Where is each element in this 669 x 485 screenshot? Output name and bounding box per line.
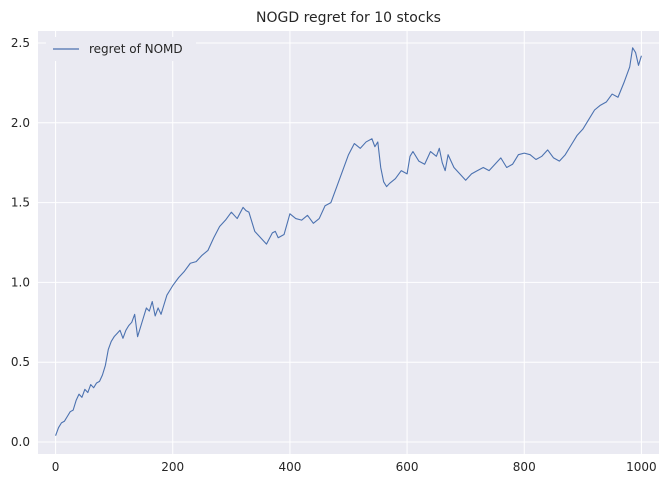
x-axis-ticks: 0 200 400 600 800 1000 (52, 460, 657, 474)
y-tick-label: 0.5 (11, 355, 30, 369)
chart-title: NOGD regret for 10 stocks (256, 10, 441, 26)
legend-label: regret of NOMD (89, 42, 183, 56)
y-tick-label: 2.0 (11, 116, 30, 130)
x-tick-label: 0 (52, 460, 60, 474)
x-tick-label: 800 (513, 460, 536, 474)
y-tick-label: 1.0 (11, 275, 30, 289)
x-tick-label: 1000 (626, 460, 657, 474)
x-tick-label: 200 (161, 460, 184, 474)
legend: regret of NOMD (46, 37, 196, 61)
y-axis-ticks: 0.0 0.5 1.0 1.5 2.0 2.5 (11, 36, 30, 449)
y-tick-label: 1.5 (11, 196, 30, 210)
series-layer (55, 47, 642, 436)
y-tick-label: 0.0 (11, 435, 30, 449)
plot-background (38, 31, 659, 454)
y-tick-label: 2.5 (11, 36, 30, 50)
x-tick-label: 600 (396, 460, 419, 474)
x-tick-label: 400 (278, 460, 301, 474)
series-line-0 (55, 47, 642, 436)
